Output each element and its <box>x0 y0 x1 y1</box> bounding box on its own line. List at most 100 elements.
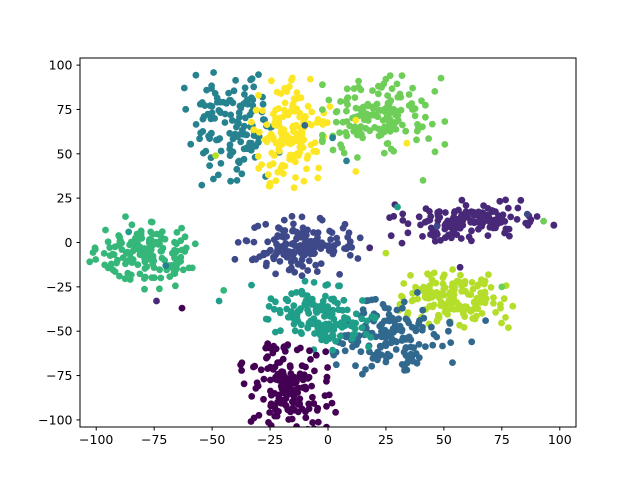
data-point <box>240 122 248 130</box>
data-point <box>426 271 433 279</box>
data-point <box>323 403 330 410</box>
data-point <box>311 330 318 337</box>
data-point <box>240 380 248 388</box>
data-point <box>422 343 429 350</box>
data-point <box>329 146 337 154</box>
data-point <box>342 129 350 136</box>
data-point <box>285 416 293 423</box>
data-point <box>149 241 157 248</box>
data-point-outlier <box>336 271 343 278</box>
data-point <box>271 412 279 420</box>
data-point <box>301 114 309 121</box>
data-point <box>413 359 421 367</box>
data-point <box>270 254 278 261</box>
data-point <box>514 204 522 212</box>
data-point <box>286 248 293 256</box>
data-point <box>225 89 233 97</box>
data-point <box>227 111 235 119</box>
data-point <box>286 152 294 160</box>
data-point <box>492 309 499 316</box>
data-point <box>323 119 331 127</box>
data-points-layer <box>86 69 558 427</box>
data-point <box>227 96 234 104</box>
data-point <box>385 305 392 312</box>
data-point <box>380 128 388 136</box>
data-point <box>314 324 322 332</box>
data-point <box>178 224 186 232</box>
data-point <box>287 258 295 266</box>
data-point <box>192 121 200 128</box>
data-point <box>390 147 397 155</box>
data-point <box>402 345 409 352</box>
data-point <box>216 108 224 116</box>
data-point <box>132 238 140 246</box>
data-point <box>441 301 449 308</box>
data-point <box>398 72 406 79</box>
y-tick-label: 0 <box>65 235 73 250</box>
data-point <box>462 287 469 295</box>
data-point <box>172 282 179 290</box>
data-point <box>420 314 428 322</box>
data-point-outlier <box>264 340 272 347</box>
data-point <box>533 213 541 220</box>
data-point <box>334 299 341 307</box>
data-point <box>328 295 335 303</box>
data-point <box>341 347 349 355</box>
data-point <box>441 308 449 316</box>
data-point-outlier <box>419 177 427 184</box>
data-point <box>485 213 493 221</box>
data-point <box>419 286 426 294</box>
data-point <box>142 255 150 263</box>
data-point <box>158 228 166 236</box>
data-point <box>279 355 287 363</box>
data-point-outlier <box>394 203 401 211</box>
data-point <box>246 111 254 119</box>
data-point <box>301 300 309 308</box>
data-point <box>272 121 280 129</box>
data-point <box>426 282 434 289</box>
data-point <box>393 326 401 334</box>
data-point <box>392 337 399 345</box>
data-point <box>247 418 255 425</box>
data-point <box>202 147 210 155</box>
data-point <box>356 234 364 242</box>
data-point <box>453 299 461 306</box>
data-point <box>249 96 257 104</box>
data-point <box>268 77 275 85</box>
data-point <box>375 90 382 98</box>
data-point <box>329 346 336 354</box>
data-point <box>233 165 241 173</box>
data-point-outlier <box>540 217 547 225</box>
data-point <box>304 306 311 314</box>
data-point <box>469 285 477 293</box>
data-point <box>450 213 458 221</box>
data-point <box>345 229 353 237</box>
data-point <box>254 152 262 160</box>
data-point <box>173 265 181 273</box>
data-point <box>259 100 267 108</box>
data-point <box>227 150 235 158</box>
data-point <box>299 262 306 270</box>
data-point <box>457 235 465 242</box>
data-point <box>354 255 362 262</box>
data-point <box>367 111 375 119</box>
data-point <box>526 218 534 226</box>
data-point <box>121 275 129 283</box>
data-point <box>261 136 269 144</box>
data-point-outlier <box>403 139 411 147</box>
data-point <box>326 227 333 235</box>
data-point <box>274 398 281 406</box>
y-tick-label: 75 <box>57 102 73 117</box>
data-point <box>316 214 324 222</box>
data-point <box>248 141 256 149</box>
data-point <box>445 296 453 304</box>
data-point <box>399 121 406 129</box>
data-point <box>335 282 342 290</box>
data-point <box>445 327 452 335</box>
data-point <box>173 247 181 255</box>
data-point <box>262 262 270 270</box>
data-point <box>156 266 164 274</box>
data-point <box>255 71 262 78</box>
data-point <box>332 361 340 369</box>
data-point <box>419 233 426 240</box>
